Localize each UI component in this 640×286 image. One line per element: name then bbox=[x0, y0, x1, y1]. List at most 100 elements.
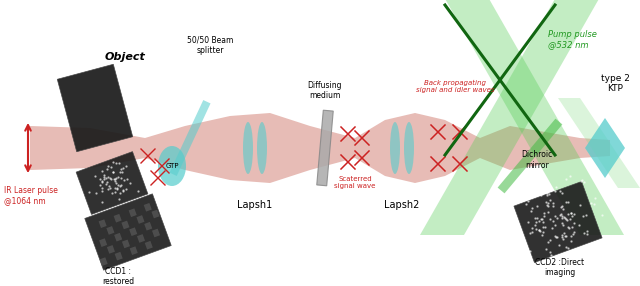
Point bbox=[563, 225, 573, 229]
Polygon shape bbox=[498, 119, 563, 193]
Point bbox=[552, 235, 562, 239]
Point bbox=[550, 234, 560, 239]
Point bbox=[538, 230, 548, 234]
Point bbox=[530, 216, 540, 221]
Point bbox=[108, 160, 118, 164]
Point bbox=[538, 225, 548, 229]
Point bbox=[522, 199, 532, 204]
Polygon shape bbox=[145, 241, 153, 249]
Text: CCD2 :Direct
imaging: CCD2 :Direct imaging bbox=[536, 258, 584, 277]
Point bbox=[531, 219, 541, 224]
Point bbox=[509, 240, 520, 244]
Point bbox=[558, 207, 568, 211]
Point bbox=[569, 220, 579, 225]
Point bbox=[556, 205, 566, 209]
Point bbox=[566, 225, 577, 229]
Polygon shape bbox=[144, 222, 152, 231]
Point bbox=[117, 169, 127, 174]
Point bbox=[565, 216, 575, 221]
Point bbox=[577, 257, 587, 261]
Point bbox=[525, 230, 535, 235]
Point bbox=[566, 210, 576, 215]
Point bbox=[581, 213, 591, 217]
Point bbox=[109, 177, 120, 181]
Point bbox=[541, 193, 552, 197]
Point bbox=[557, 234, 568, 239]
Point bbox=[535, 229, 545, 233]
Point bbox=[102, 180, 112, 184]
Point bbox=[556, 188, 566, 193]
Polygon shape bbox=[420, 0, 624, 235]
Point bbox=[557, 213, 568, 218]
Point bbox=[109, 178, 120, 183]
Point bbox=[108, 170, 118, 174]
Point bbox=[537, 217, 547, 221]
Text: Dichroic
mirror: Dichroic mirror bbox=[522, 150, 552, 170]
Point bbox=[120, 163, 131, 168]
Polygon shape bbox=[130, 246, 138, 255]
Point bbox=[109, 190, 120, 194]
Point bbox=[116, 183, 126, 187]
Polygon shape bbox=[152, 210, 159, 218]
Polygon shape bbox=[115, 252, 123, 261]
Polygon shape bbox=[129, 208, 137, 217]
Point bbox=[95, 177, 105, 181]
Point bbox=[112, 186, 122, 191]
Point bbox=[543, 201, 553, 206]
Point bbox=[547, 226, 557, 231]
Point bbox=[118, 178, 129, 182]
Point bbox=[551, 185, 561, 189]
Point bbox=[537, 232, 547, 237]
Text: GTP: GTP bbox=[165, 163, 179, 169]
Point bbox=[534, 219, 544, 223]
Point bbox=[582, 231, 592, 236]
Point bbox=[521, 201, 531, 206]
Text: Diffusing
medium: Diffusing medium bbox=[308, 81, 342, 100]
Polygon shape bbox=[107, 245, 115, 254]
Point bbox=[560, 234, 570, 239]
Point bbox=[522, 189, 532, 194]
Point bbox=[579, 231, 589, 235]
Point bbox=[565, 174, 575, 178]
Point bbox=[97, 178, 107, 183]
Polygon shape bbox=[136, 215, 145, 224]
Point bbox=[92, 190, 102, 195]
Point bbox=[532, 215, 542, 220]
Point bbox=[559, 214, 570, 219]
Text: 50/50 Beam
splitter: 50/50 Beam splitter bbox=[187, 35, 233, 55]
Point bbox=[102, 186, 113, 191]
Point bbox=[117, 188, 127, 193]
Point bbox=[545, 250, 555, 254]
Polygon shape bbox=[558, 98, 640, 188]
Point bbox=[541, 200, 551, 204]
Point bbox=[510, 242, 520, 246]
Point bbox=[111, 181, 122, 185]
Point bbox=[586, 201, 596, 206]
Point bbox=[112, 186, 122, 191]
Point bbox=[97, 200, 107, 204]
Point bbox=[530, 223, 540, 227]
Point bbox=[132, 189, 143, 193]
Point bbox=[83, 189, 93, 194]
Point bbox=[113, 196, 124, 201]
Point bbox=[561, 216, 571, 221]
Point bbox=[531, 227, 541, 231]
Text: Lapsh2: Lapsh2 bbox=[384, 200, 420, 210]
Text: Back propagating
signal and idler waves: Back propagating signal and idler waves bbox=[416, 80, 494, 93]
Ellipse shape bbox=[404, 122, 414, 174]
Point bbox=[555, 212, 565, 217]
Point bbox=[563, 246, 573, 251]
Point bbox=[122, 176, 132, 181]
Point bbox=[536, 193, 546, 197]
Point bbox=[90, 174, 100, 178]
Text: IR Laser pulse
@1064 nm: IR Laser pulse @1064 nm bbox=[4, 186, 58, 205]
Point bbox=[569, 212, 579, 217]
Point bbox=[120, 187, 131, 191]
Point bbox=[557, 232, 568, 237]
Point bbox=[526, 208, 536, 213]
Point bbox=[566, 239, 576, 243]
Point bbox=[534, 227, 545, 232]
Point bbox=[97, 189, 107, 194]
Point bbox=[582, 229, 593, 234]
Point bbox=[523, 219, 533, 224]
